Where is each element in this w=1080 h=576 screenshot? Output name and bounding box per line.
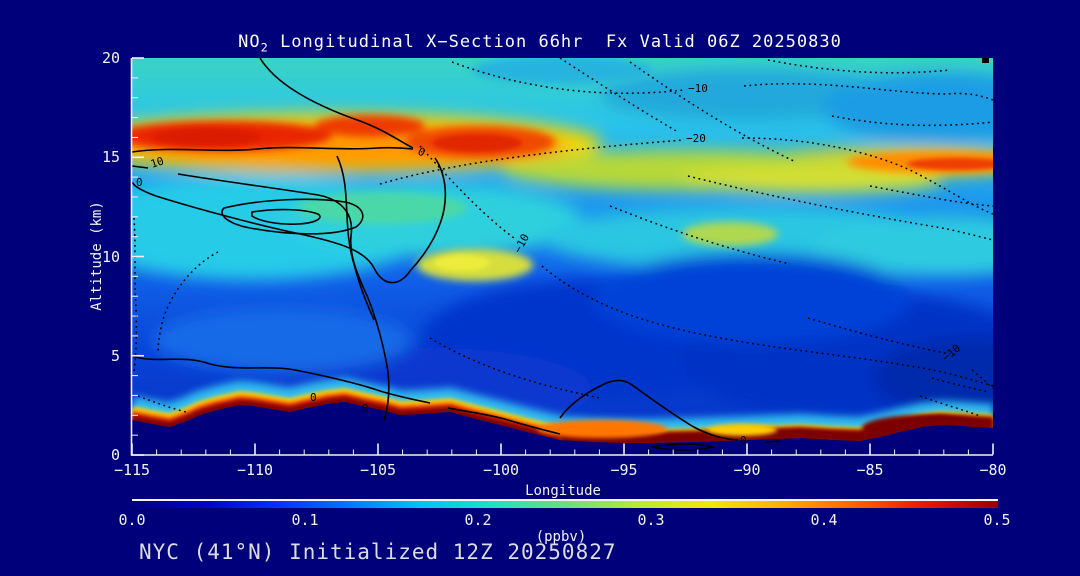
svg-text:−20: −20 xyxy=(686,132,706,145)
contourf-field: 10 0 0 −10 −20 −10 −10 0 0 0 xyxy=(132,58,993,455)
x-tick-label: −90 xyxy=(733,461,761,479)
svg-text:0: 0 xyxy=(740,434,747,447)
x-tick-label: −105 xyxy=(359,461,397,479)
colorbar-tick-label: 0.4 xyxy=(810,511,838,529)
x-tick-label: −85 xyxy=(856,461,884,479)
colorbar-tick-label: 0.2 xyxy=(464,511,492,529)
y-tick-label: 20 xyxy=(101,49,120,67)
y-tick-label: 15 xyxy=(101,148,120,166)
svg-text:10: 10 xyxy=(149,154,166,170)
y-tick-label: 10 xyxy=(101,248,120,266)
x-axis-title: Longitude xyxy=(525,483,601,499)
solid-contours xyxy=(132,58,781,451)
svg-text:0: 0 xyxy=(362,402,369,415)
x-tick-label: −80 xyxy=(979,461,1007,479)
run-info-text: NYC (41°N) Initialized 12Z 20250827 xyxy=(139,540,617,564)
svg-text:−10: −10 xyxy=(688,82,708,95)
colorbar-tick-label: 0.5 xyxy=(983,511,1011,529)
dotted-contours xyxy=(133,58,993,417)
x-tick-label: −100 xyxy=(482,461,520,479)
svg-text:0: 0 xyxy=(136,176,143,189)
x-tick-label: −115 xyxy=(113,461,151,479)
colorbar-tick-label: 0.0 xyxy=(118,511,146,529)
xsection-plot-area: 10 0 0 −10 −20 −10 −10 0 0 0 xyxy=(132,58,993,455)
x-tick-label: −110 xyxy=(236,461,274,479)
colorbar-tick-label: 0.1 xyxy=(291,511,319,529)
svg-text:0: 0 xyxy=(310,391,317,404)
colorbar xyxy=(132,499,998,508)
page-title: NO2 Longitudinal X−Section 66hr Fx Valid… xyxy=(238,32,842,55)
corner-mark xyxy=(982,58,989,63)
colorbar-tick-label: 0.3 xyxy=(637,511,665,529)
svg-text:0: 0 xyxy=(416,145,427,160)
y-tick-label: 5 xyxy=(110,347,120,365)
x-tick-label: −95 xyxy=(610,461,638,479)
y-tick-label: 0 xyxy=(110,446,120,464)
colorbar-units: (ppbv) xyxy=(535,529,587,545)
